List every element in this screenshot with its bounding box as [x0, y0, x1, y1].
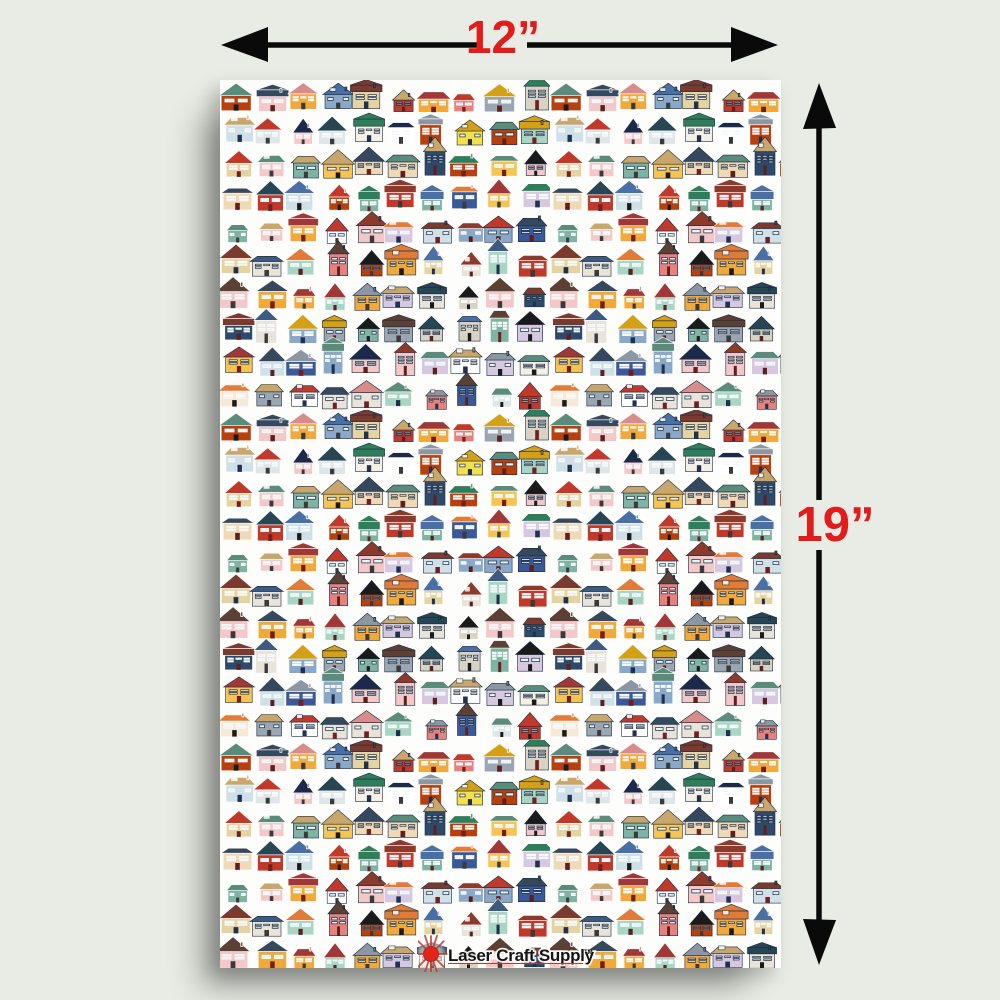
svg-text:Laser Craft Supply: Laser Craft Supply	[448, 946, 595, 965]
svg-text:TM: TM	[584, 950, 593, 956]
